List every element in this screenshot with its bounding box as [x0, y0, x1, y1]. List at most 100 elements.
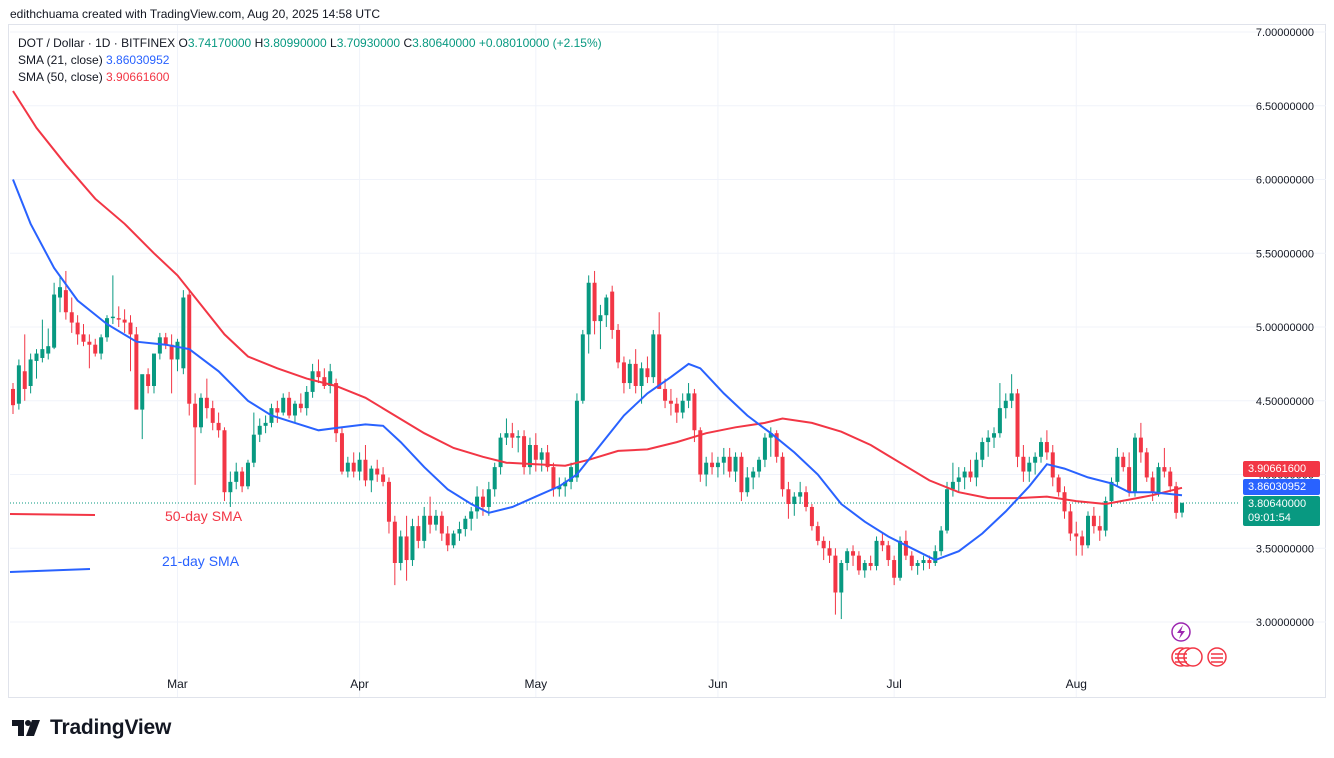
candle[interactable]: [163, 332, 168, 350]
candle[interactable]: [645, 356, 650, 384]
candle[interactable]: [287, 391, 292, 419]
candle[interactable]: [504, 418, 509, 445]
candle[interactable]: [339, 427, 344, 475]
candle[interactable]: [892, 555, 897, 586]
candle[interactable]: [733, 452, 738, 482]
candle[interactable]: [727, 447, 732, 478]
events-icon-group[interactable]: [1171, 622, 1227, 667]
candle[interactable]: [939, 526, 944, 556]
candle[interactable]: [99, 334, 104, 360]
candle[interactable]: [1150, 471, 1155, 502]
candle[interactable]: [663, 378, 668, 409]
candle[interactable]: [122, 309, 127, 333]
candle[interactable]: [639, 362, 644, 404]
candle[interactable]: [780, 452, 785, 497]
candle[interactable]: [240, 467, 245, 493]
candle[interactable]: [839, 560, 844, 620]
candle[interactable]: [886, 540, 891, 566]
candle[interactable]: [28, 353, 33, 394]
candle[interactable]: [915, 560, 920, 575]
candle[interactable]: [651, 329, 656, 384]
candle[interactable]: [16, 359, 21, 410]
candle[interactable]: [492, 462, 497, 497]
candle[interactable]: [486, 481, 491, 516]
candle[interactable]: [933, 545, 938, 566]
candle[interactable]: [516, 430, 521, 453]
candle[interactable]: [128, 315, 133, 372]
candle[interactable]: [1039, 437, 1044, 463]
candle[interactable]: [22, 334, 27, 401]
candle[interactable]: [439, 511, 444, 541]
candle[interactable]: [721, 447, 726, 475]
candle[interactable]: [328, 363, 333, 394]
candle[interactable]: [950, 462, 955, 497]
candle[interactable]: [1138, 422, 1143, 463]
candle[interactable]: [151, 353, 156, 394]
candle[interactable]: [134, 327, 139, 410]
candle[interactable]: [1080, 530, 1085, 556]
candle[interactable]: [357, 452, 362, 481]
candle[interactable]: [381, 467, 386, 487]
candle[interactable]: [398, 530, 403, 571]
symbol-title[interactable]: DOT / Dollar · 1D · BITFINEX: [18, 36, 176, 50]
candle[interactable]: [522, 430, 527, 475]
candle[interactable]: [539, 447, 544, 472]
candle[interactable]: [715, 456, 720, 478]
candle[interactable]: [169, 334, 174, 394]
candle[interactable]: [198, 393, 203, 434]
candle[interactable]: [856, 551, 861, 575]
candle[interactable]: [210, 400, 215, 431]
candle[interactable]: [292, 400, 297, 423]
candle[interactable]: [304, 386, 309, 416]
candle[interactable]: [851, 545, 856, 566]
candle[interactable]: [392, 515, 397, 586]
candle[interactable]: [187, 290, 192, 416]
candle[interactable]: [1033, 452, 1038, 475]
candle[interactable]: [909, 551, 914, 571]
candle[interactable]: [692, 388, 697, 443]
candle[interactable]: [968, 459, 973, 482]
candle[interactable]: [527, 437, 532, 475]
candle[interactable]: [298, 393, 303, 413]
candle[interactable]: [833, 548, 838, 615]
candle[interactable]: [986, 430, 991, 457]
candle[interactable]: [369, 465, 374, 493]
candle[interactable]: [633, 349, 638, 394]
candle[interactable]: [586, 275, 591, 354]
candle[interactable]: [1044, 430, 1049, 460]
candle[interactable]: [110, 275, 115, 325]
candle[interactable]: [510, 422, 515, 448]
candle[interactable]: [1009, 374, 1014, 409]
candle[interactable]: [52, 282, 57, 350]
candle[interactable]: [75, 315, 80, 345]
candle[interactable]: [569, 462, 574, 490]
candle[interactable]: [804, 486, 809, 512]
candle[interactable]: [898, 536, 903, 581]
candle[interactable]: [792, 492, 797, 516]
candle[interactable]: [1097, 515, 1102, 541]
candle[interactable]: [563, 477, 568, 497]
candle[interactable]: [1086, 511, 1091, 549]
sma50-legend-row[interactable]: SMA (50, close) 3.90661600: [18, 69, 602, 86]
candle[interactable]: [46, 328, 51, 360]
candle[interactable]: [1021, 445, 1026, 482]
candle[interactable]: [1162, 447, 1167, 478]
candle[interactable]: [1133, 433, 1138, 497]
candle[interactable]: [997, 383, 1002, 438]
candle[interactable]: [157, 332, 162, 360]
candle[interactable]: [445, 526, 450, 552]
candle[interactable]: [451, 530, 456, 549]
candle[interactable]: [475, 486, 480, 519]
candle[interactable]: [204, 378, 209, 419]
candle[interactable]: [386, 477, 391, 534]
candle[interactable]: [257, 418, 262, 443]
candle[interactable]: [1115, 447, 1120, 487]
candle[interactable]: [1174, 481, 1179, 519]
candle[interactable]: [533, 433, 538, 472]
candle[interactable]: [498, 433, 503, 475]
candle[interactable]: [862, 560, 867, 578]
candle[interactable]: [686, 383, 691, 409]
candle[interactable]: [604, 294, 609, 327]
candle[interactable]: [786, 481, 791, 519]
